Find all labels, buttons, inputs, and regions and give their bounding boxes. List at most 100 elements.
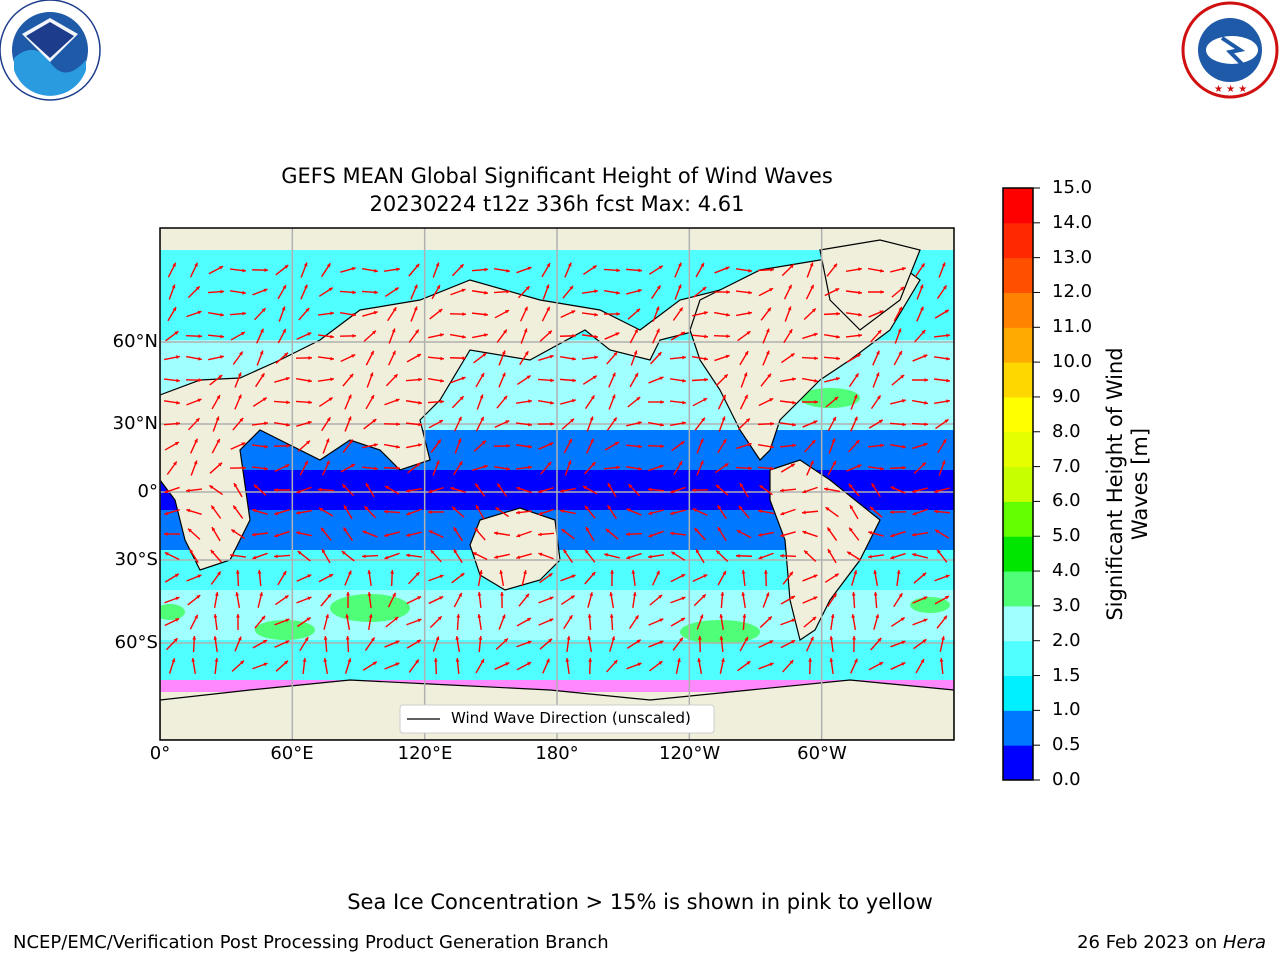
wave-arrowhead xyxy=(406,488,410,493)
wave-arrowhead xyxy=(944,596,949,600)
wave-arrowhead xyxy=(780,553,784,558)
wave-arrowhead xyxy=(516,486,521,491)
wave-arrowhead xyxy=(456,614,461,618)
wave-arrowhead xyxy=(240,332,245,336)
wave-arrowhead xyxy=(942,285,947,290)
map-plot xyxy=(160,228,954,740)
wave-arrowhead xyxy=(475,505,480,510)
wave-arrowhead xyxy=(506,268,510,273)
wave-arrowhead xyxy=(616,465,620,470)
wave-arrowhead xyxy=(792,443,796,448)
wave-arrowhead xyxy=(439,420,444,424)
wave-arrowhead xyxy=(638,444,642,449)
wave-arrowhead xyxy=(780,488,784,493)
wave-arrowhead xyxy=(506,289,510,294)
wave-arrowhead xyxy=(263,662,268,667)
wave-arrowhead xyxy=(898,306,902,311)
wave-arrowhead xyxy=(213,614,218,618)
wave-arrowhead xyxy=(613,351,618,356)
wave-arrowhead xyxy=(594,312,598,317)
wave-arrowhead xyxy=(717,527,722,532)
wave-arrowhead xyxy=(393,374,398,379)
wave-arrowhead xyxy=(590,438,594,443)
wave-arrowhead xyxy=(851,592,856,596)
wave-arrowhead xyxy=(594,289,598,294)
wave-arrowhead xyxy=(482,440,486,445)
map-legend xyxy=(399,704,715,734)
wave-arrowhead xyxy=(284,595,289,600)
wave-arrowhead xyxy=(307,596,312,601)
wave-arrowhead xyxy=(848,483,853,488)
wave-arrowhead xyxy=(852,636,856,640)
wave-arrowhead xyxy=(415,263,420,268)
wave-arrowhead xyxy=(484,290,488,295)
wave-arrowhead xyxy=(216,395,220,400)
wave-arrowhead xyxy=(900,374,905,379)
wave-arrowhead xyxy=(459,396,464,401)
wave-arrowhead xyxy=(192,636,197,640)
wave-arrowhead xyxy=(285,464,290,468)
colorbar-segment xyxy=(1003,745,1033,781)
wave-arrowhead xyxy=(368,614,373,618)
wave-arrowhead xyxy=(790,463,795,468)
wave-arrowhead xyxy=(827,527,832,532)
wave-arrowhead xyxy=(433,658,438,662)
wave-arrowhead xyxy=(546,263,551,268)
wave-arrowhead xyxy=(811,440,816,444)
wave-arrowhead xyxy=(726,312,730,317)
wave-arrowhead xyxy=(626,555,631,560)
sea-ice-note: Sea Ice Concentration > 15% is shown in … xyxy=(347,890,933,914)
footer-date: 26 Feb 2023 on Hera xyxy=(1077,932,1266,953)
wave-arrowhead xyxy=(318,487,322,492)
wave-arrowhead xyxy=(832,593,837,598)
wave-arrowhead xyxy=(589,416,594,421)
wave-arrowhead xyxy=(920,659,924,664)
wave-arrowhead xyxy=(472,552,477,556)
wave-arrowhead xyxy=(609,614,614,618)
wave-arrowhead xyxy=(659,376,664,381)
wave-arrowhead xyxy=(814,356,818,361)
wave-arrowhead xyxy=(787,306,792,311)
wave-arrowhead xyxy=(194,438,198,443)
wave-arrowhead xyxy=(633,350,638,355)
wave-arrowhead xyxy=(197,574,202,579)
colorbar-frame xyxy=(1002,187,1034,781)
wave-arrowhead xyxy=(396,422,400,427)
wave-arrowhead xyxy=(769,662,774,667)
wave-arrowhead xyxy=(462,334,466,339)
wave-arrowhead xyxy=(808,658,813,662)
wave-arrowhead xyxy=(282,571,287,576)
wave-arrowhead xyxy=(233,505,237,510)
wave-arrowhead xyxy=(682,378,686,383)
wave-arrowhead xyxy=(814,378,818,383)
wave-arrowhead xyxy=(626,508,631,513)
wave-arrowhead xyxy=(901,662,906,666)
wave-arrowhead xyxy=(657,352,662,357)
wave-arrowhead xyxy=(191,658,196,662)
lon-tick: 180° xyxy=(535,743,579,764)
colorbar-tick: 0.0 xyxy=(1052,769,1081,790)
colorbar-segment xyxy=(1003,431,1033,468)
wave-arrowhead xyxy=(501,614,506,619)
wave-arrowhead xyxy=(855,440,860,444)
wave-patch xyxy=(255,620,315,640)
wave-arrowhead xyxy=(631,570,636,574)
wave-arrowhead xyxy=(682,400,686,405)
wave-arrowhead xyxy=(701,594,706,599)
wave-arrowhead xyxy=(364,506,369,511)
wave-arrowhead xyxy=(660,400,664,404)
wave-arrowhead xyxy=(396,466,400,471)
wave-arrowhead xyxy=(637,288,642,293)
wave-arrowhead xyxy=(499,570,504,574)
wave-arrowhead xyxy=(282,328,286,333)
wave-arrowhead xyxy=(789,571,793,576)
wave-arrowhead xyxy=(418,443,422,447)
wave-arrowhead xyxy=(567,262,572,267)
wave-arrowhead xyxy=(296,510,300,515)
wave-arrowhead xyxy=(416,354,421,358)
colorbar-segment xyxy=(1003,188,1033,224)
lon-tick: 0° xyxy=(149,743,171,764)
wave-arrowhead xyxy=(763,570,768,574)
wave-arrowhead xyxy=(308,378,312,383)
wave-arrowhead xyxy=(944,419,949,423)
